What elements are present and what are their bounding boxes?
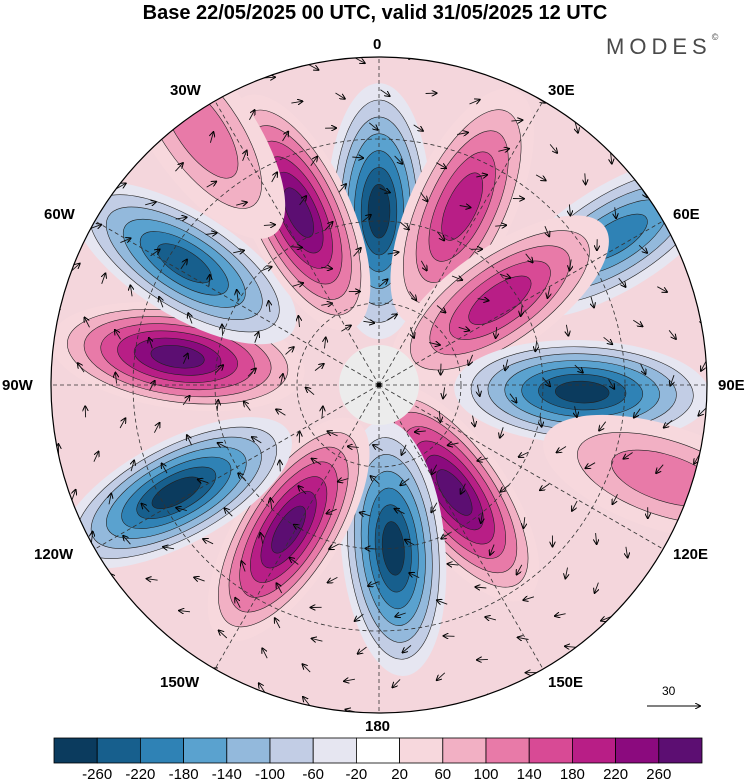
lon-label-120w: 120W	[34, 546, 74, 563]
brand-logo: MODES©	[606, 32, 719, 60]
colorbar-tick-label: -260	[82, 766, 113, 783]
colorbar-swatch	[226, 737, 271, 764]
chart-title: Base 22/05/2025 00 UTC, valid 31/05/2025…	[142, 2, 608, 24]
colorbar-tick-label: 260	[646, 766, 672, 783]
colorbar-tick-label: 220	[603, 766, 629, 783]
map-border	[50, 56, 708, 714]
lon-label-0: 0	[373, 36, 382, 53]
brand-mark: ©	[711, 32, 719, 42]
colorbar-swatch	[399, 737, 444, 764]
lon-label-60w: 60W	[44, 206, 75, 223]
colorbar-swatch	[96, 737, 141, 764]
colorbar-tick-label: 100	[473, 766, 499, 783]
anomaly-cell-pos	[369, 383, 540, 602]
colorbar-swatch	[658, 737, 703, 764]
lon-label-90w: 90W	[2, 377, 33, 394]
map-disc	[51, 57, 707, 713]
lon-label-30e: 30E	[548, 82, 575, 99]
colorbar-tick-label: -100	[254, 766, 286, 783]
lon-label-90e: 90E	[718, 377, 745, 394]
colorbar-tick-label: 60	[434, 766, 452, 783]
colorbar-swatch	[485, 737, 530, 764]
colorbar-swatch	[615, 737, 660, 764]
colorbar-swatch	[312, 737, 357, 764]
lon-label-150e: 150E	[548, 674, 584, 691]
colorbar-tick-label: 140	[516, 766, 542, 783]
vector-scale-label: 30	[662, 684, 676, 698]
lon-label-30w: 30W	[170, 82, 201, 99]
colorbar-tick-label: -60	[302, 766, 325, 783]
colorbar-swatch	[53, 737, 98, 764]
lon-label-60e: 60E	[673, 206, 700, 223]
lon-label-180: 180	[365, 718, 391, 735]
colorbar-swatch	[269, 737, 314, 764]
colorbar-tick-label: -220	[125, 766, 156, 783]
colorbar-tick-label: 20	[391, 766, 408, 783]
anomaly-cell-neg	[340, 420, 447, 676]
brand-name: MODES	[606, 34, 712, 59]
lon-label-120e: 120E	[673, 546, 709, 563]
anomaly-field	[51, 57, 707, 676]
south-pole-marker	[376, 382, 382, 388]
anomaly-cell-pos	[207, 417, 370, 642]
colorbar-swatch	[528, 737, 573, 764]
graticule	[51, 57, 707, 713]
colorbar-swatch	[139, 737, 184, 764]
lon-label-150w: 150W	[160, 674, 200, 691]
colorbar-swatch	[183, 737, 228, 764]
colorbar-tick-label: -20	[345, 766, 368, 783]
colorbar-swatch	[355, 737, 400, 764]
colorbar-swatch	[442, 737, 487, 764]
colorbar-swatch	[572, 737, 617, 764]
colorbar-tick-label: -140	[211, 766, 242, 783]
colorbar-tick-label: 180	[559, 766, 585, 783]
colorbar	[53, 737, 703, 764]
colorbar-tick-label: -180	[168, 766, 199, 783]
anomaly-cell-neg	[60, 417, 292, 569]
